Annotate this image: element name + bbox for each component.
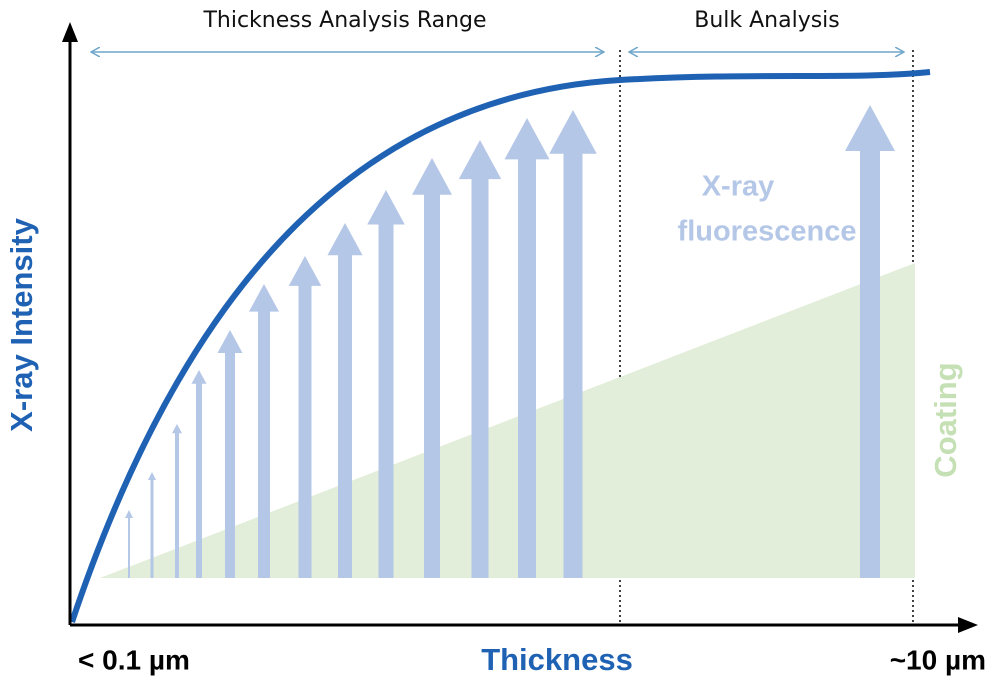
fluorescence-arrows [125,105,895,578]
x-max-label: ~10 µm [890,644,986,675]
fluorescence-arrow [367,190,405,578]
fluorescence-arrow [412,158,452,578]
annotation: Coating [928,362,963,477]
fluorescence-arrow [549,110,597,578]
y-axis-head [62,22,78,42]
fluorescence-arrow [249,284,279,578]
fluorescence-arrow [458,140,502,578]
fluorescence-arrow [845,105,895,578]
fluorescence-arrow [217,330,243,578]
intensity-curve [69,69,931,623]
x-axis-label: Thickness [481,642,633,677]
range-label: Bulk Analysis [694,8,840,33]
fluorescence-arrow [504,118,550,578]
fluorescence-arrow [288,256,322,578]
fluorescence-arrow [148,472,156,578]
y-axis-label: X-ray Intensity [4,217,39,431]
fluorescence-arrow [172,424,182,578]
fluorescence-arrow [327,223,363,578]
x-axis-head [958,617,978,633]
fluorescence-arrow [191,370,207,578]
fluorescence-arrow [125,510,133,578]
annotation: X-ray [702,171,775,203]
annotation: fluorescence [678,216,857,248]
range-label: Thickness Analysis Range [202,8,486,33]
x-min-label: < 0.1 µm [78,644,190,675]
